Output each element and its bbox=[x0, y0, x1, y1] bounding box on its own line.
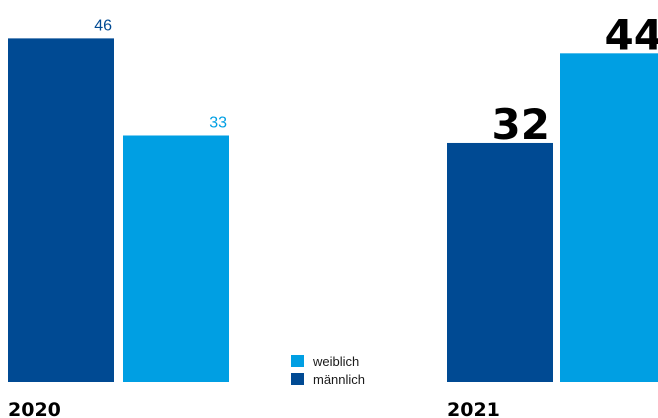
legend-item-weiblich: weiblich bbox=[291, 352, 365, 370]
value-label-2020-weiblich: 33 bbox=[209, 114, 227, 131]
legend-swatch-maennlich bbox=[291, 373, 304, 385]
value-label-2021-weiblich: 44 bbox=[605, 10, 658, 59]
category-label-2020: 2020 bbox=[8, 399, 61, 418]
legend: weiblich männlich bbox=[291, 352, 365, 388]
category-label-2021: 2021 bbox=[447, 399, 500, 418]
value-label-2020-maennlich: 46 bbox=[94, 17, 112, 34]
legend-item-maennlich: männlich bbox=[291, 370, 365, 388]
bar-2020-weiblich bbox=[123, 135, 229, 382]
bar-2021-maennlich bbox=[447, 142, 553, 382]
legend-label-weiblich: weiblich bbox=[313, 353, 360, 369]
legend-label-maennlich: männlich bbox=[313, 371, 366, 387]
legend-swatch-weiblich bbox=[291, 355, 304, 367]
bar-2020-maennlich bbox=[8, 38, 114, 382]
value-label-2021-maennlich: 32 bbox=[492, 100, 550, 149]
bar-2021-weiblich bbox=[560, 53, 658, 382]
